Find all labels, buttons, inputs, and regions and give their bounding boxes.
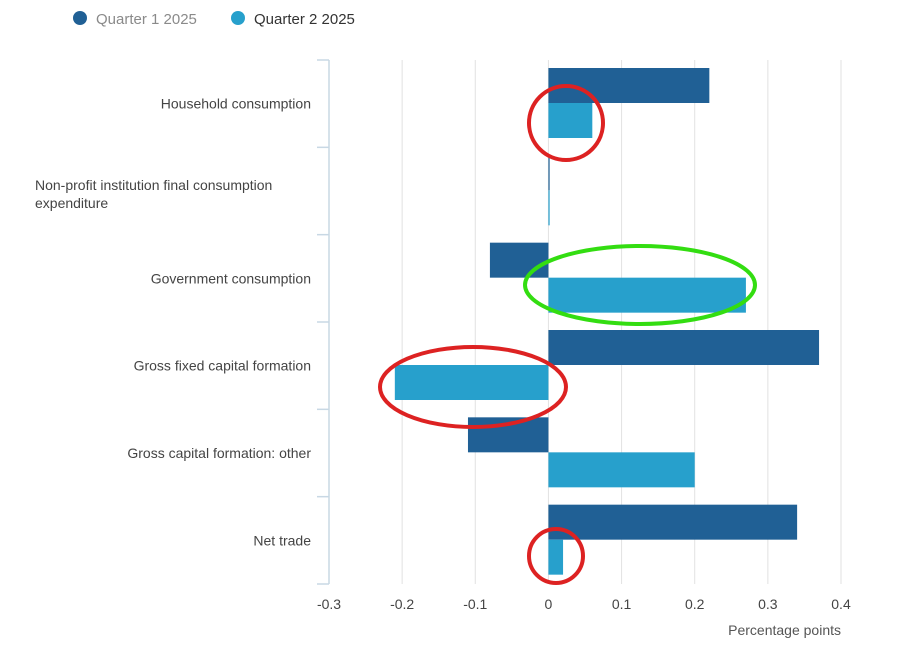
bar bbox=[394, 365, 549, 400]
bar bbox=[548, 330, 820, 365]
x-tick-label: -0.1 bbox=[463, 596, 487, 612]
bar bbox=[548, 539, 564, 575]
annotation-ellipse bbox=[523, 244, 757, 326]
x-axis-title: Percentage points bbox=[728, 622, 841, 638]
category-label: Net trade bbox=[253, 532, 311, 548]
bar bbox=[548, 155, 550, 191]
legend-marker bbox=[73, 11, 87, 25]
bar bbox=[548, 504, 798, 540]
x-tick-label: 0.4 bbox=[831, 596, 851, 612]
legend-marker bbox=[231, 11, 245, 25]
category-label: Gross fixed capital formation bbox=[134, 358, 311, 374]
category-label: Household consumption bbox=[161, 96, 311, 112]
category-label: Non-profit institution final consumption… bbox=[35, 177, 272, 211]
x-tick-label: 0 bbox=[545, 596, 553, 612]
x-tick-label: -0.2 bbox=[390, 596, 414, 612]
bar bbox=[548, 452, 695, 488]
annotation-ellipse bbox=[527, 84, 605, 162]
annotation-ellipse bbox=[378, 345, 568, 429]
bar bbox=[548, 277, 746, 313]
x-tick-label: -0.3 bbox=[317, 596, 341, 612]
bar bbox=[548, 190, 550, 226]
annotation-ellipse bbox=[527, 527, 585, 585]
x-tick-label: 0.2 bbox=[685, 596, 705, 612]
x-tick-label: 0.3 bbox=[758, 596, 778, 612]
x-tick-label: 0.1 bbox=[612, 596, 632, 612]
legend-label: Quarter 2 2025 bbox=[254, 11, 355, 28]
bar bbox=[548, 103, 593, 138]
legend-label: Quarter 1 2025 bbox=[96, 11, 197, 28]
category-label: Gross capital formation: other bbox=[127, 445, 311, 461]
category-label: Government consumption bbox=[151, 270, 311, 286]
bar bbox=[489, 242, 549, 278]
